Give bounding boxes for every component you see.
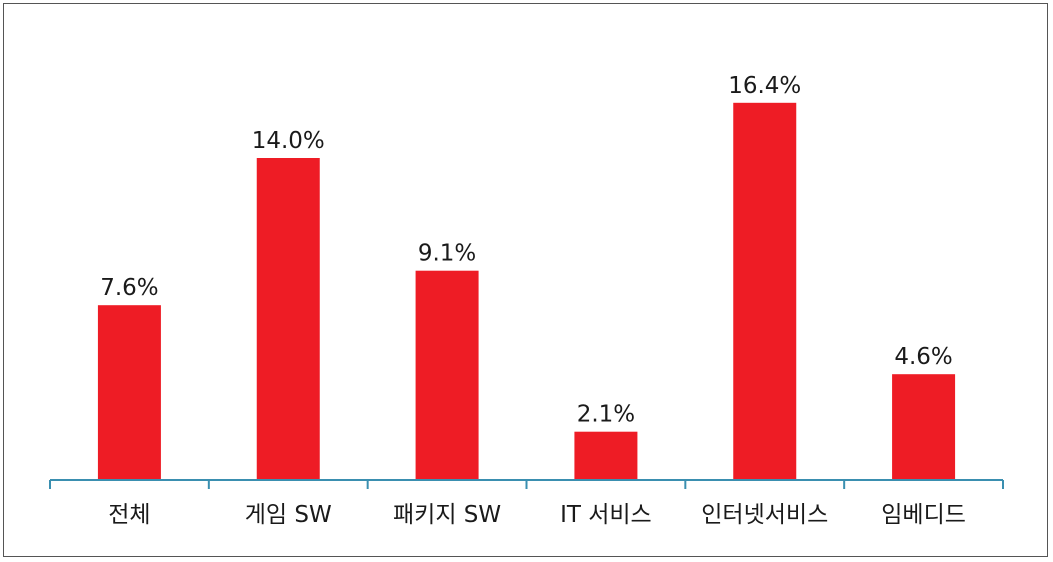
bar <box>256 158 320 480</box>
bar <box>892 374 956 480</box>
category-label: 게임 SW <box>245 502 332 528</box>
bar <box>574 431 638 480</box>
bars-group <box>97 102 956 481</box>
category-label: 전체 <box>108 502 150 528</box>
value-labels-group: 7.6% 14.0% 9.1% 2.1% 16.4% 4.6% <box>100 73 953 428</box>
bar-value-label: 9.1% <box>418 241 476 267</box>
bar-value-label: 2.1% <box>577 402 635 428</box>
bar <box>415 270 479 480</box>
bar-value-label: 4.6% <box>894 344 952 370</box>
category-label: 임베디드 <box>881 502 966 528</box>
bar-value-label: 14.0% <box>252 128 325 154</box>
category-labels-group: 전체 게임 SW 패키지 SW IT 서비스 인터넷서비스 임베디드 <box>108 502 966 528</box>
category-label: IT 서비스 <box>560 502 652 528</box>
chart-frame <box>3 3 1048 557</box>
x-axis-ticks <box>49 480 1004 489</box>
bar <box>97 305 161 480</box>
category-label: 인터넷서비스 <box>701 502 828 528</box>
bar-value-label: 16.4% <box>728 73 801 99</box>
category-label: 패키지 SW <box>393 502 501 528</box>
bar <box>733 102 797 481</box>
bar-value-label: 7.6% <box>100 275 158 301</box>
